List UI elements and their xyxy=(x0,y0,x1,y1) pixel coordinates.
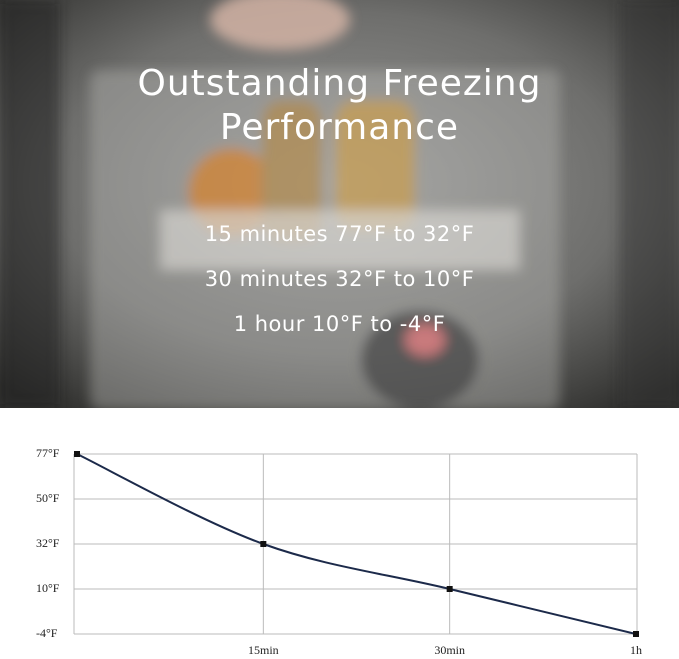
x-tick-label: 15min xyxy=(248,643,279,657)
title-line: Outstanding Freezing xyxy=(137,63,542,104)
chart: 77°F 50°F 32°F 10°F -4°F 15min 30min 1h xyxy=(36,446,642,657)
product-photo: Outstanding Freezing Performance 15 minu… xyxy=(0,0,679,408)
y-tick-label: -4°F xyxy=(36,626,58,640)
y-tick-label: 10°F xyxy=(36,581,60,595)
title-line: Performance xyxy=(219,107,460,148)
x-tick-label: 1h xyxy=(630,643,642,657)
point xyxy=(74,451,80,457)
photo-art xyxy=(0,0,679,408)
point xyxy=(446,586,453,592)
stat: 15 minutes 77°F to 32°F xyxy=(204,222,475,246)
point xyxy=(633,631,639,637)
point xyxy=(260,541,267,547)
y-tick-label: 77°F xyxy=(36,446,60,460)
x-tick-label: 30min xyxy=(434,643,465,657)
y-tick-label: 32°F xyxy=(36,536,60,550)
stat: 1 hour 10°F to -4°F xyxy=(233,312,446,336)
y-tick-label: 50°F xyxy=(36,491,60,505)
stat: 30 minutes 32°F to 10°F xyxy=(204,267,475,291)
line xyxy=(76,453,637,635)
